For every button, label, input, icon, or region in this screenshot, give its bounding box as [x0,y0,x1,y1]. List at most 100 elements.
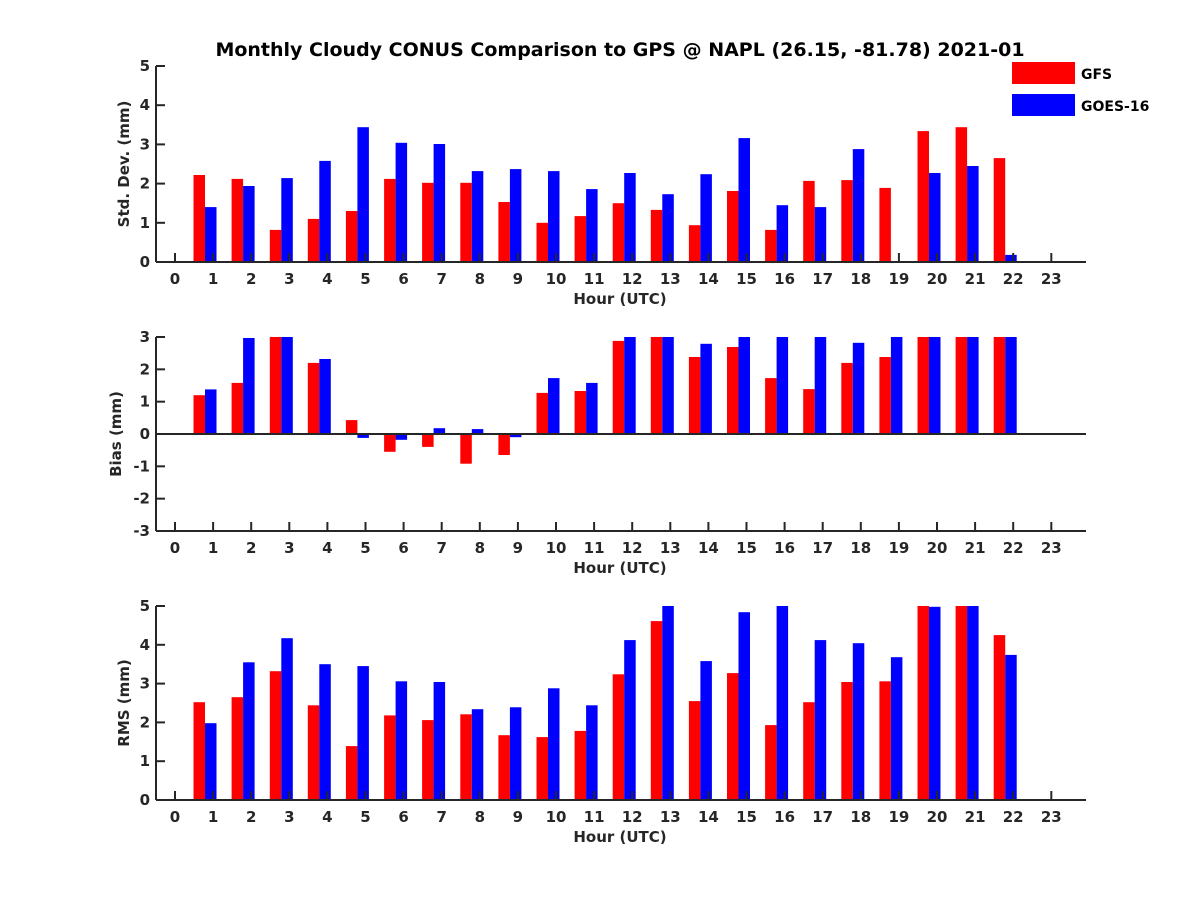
bar-gfs-hour-3 [269,229,282,262]
bar-goes16-hour-21 [967,337,979,434]
bar-gfs-hour-17 [803,702,815,800]
bar-gfs-hour-17 [803,389,815,434]
y-tick-label: 4 [140,636,150,654]
x-tick-label: 5 [360,808,370,826]
bar-gfs-hour-22 [993,337,1006,434]
x-tick-label: 20 [927,270,948,288]
x-tick-label: 15 [736,270,757,288]
x-tick-label: 1 [208,539,218,557]
x-tick-label: 15 [736,808,757,826]
legend-swatch-goes16 [1012,94,1075,116]
bar-gfs-hour-22 [993,158,1006,262]
bar-gfs-hour-5 [345,420,358,434]
bar-gfs-hour-20 [917,131,929,262]
x-tick-label: 8 [475,270,485,288]
bar-gfs-hour-20 [917,606,929,800]
x-tick-label: 8 [475,539,485,557]
x-tick-label: 8 [475,808,485,826]
bar-gfs-hour-4 [307,362,320,434]
bar-gfs-hour-19 [879,187,891,262]
bar-gfs-hour-10 [536,392,548,434]
x-tick-label: 16 [774,270,795,288]
bar-gfs-hour-13 [650,209,663,262]
y-tick-label: 3 [140,675,150,693]
bar-gfs-hour-16 [765,378,777,434]
bar-goes16-hour-13 [662,337,674,434]
bar-gfs-hour-21 [955,606,968,800]
bar-goes16-hour-2 [243,186,255,262]
y-axis-label: RMS (mm) [115,659,133,746]
bar-gfs-hour-16 [765,229,777,262]
bar-goes16-hour-21 [967,606,979,800]
bar-gfs-hour-17 [803,180,815,262]
y-tick-label: -2 [133,490,150,508]
x-tick-label: 4 [322,808,332,826]
bar-goes16-hour-5 [357,127,369,262]
x-tick-label: 11 [584,270,605,288]
x-tick-label: 19 [888,270,909,288]
x-tick-label: 3 [284,270,294,288]
bar-gfs-hour-2 [231,178,244,262]
x-tick-label: 10 [546,808,567,826]
bar-gfs-hour-21 [955,127,968,262]
bar-gfs-hour-7 [422,182,434,262]
bar-goes16-hour-16 [776,606,789,800]
bar-goes16-hour-17 [814,337,827,434]
bar-gfs-hour-21 [955,337,968,434]
bar-goes16-hour-10 [548,378,560,434]
bar-goes16-hour-13 [662,606,674,800]
bar-gfs-hour-15 [727,673,739,800]
x-tick-label: 14 [698,539,719,557]
x-tick-label: 18 [850,270,871,288]
x-tick-label: 22 [1003,270,1024,288]
bar-goes16-hour-12 [624,640,636,800]
x-tick-label: 23 [1041,808,1062,826]
bar-goes16-hour-20 [929,606,941,800]
bar-goes16-hour-11 [586,705,598,800]
bar-gfs-hour-5 [345,746,358,800]
bar-goes16-hour-13 [662,194,674,262]
bar-goes16-hour-11 [586,189,598,262]
bar-gfs-hour-7 [422,720,434,800]
legend-swatch-gfs [1012,62,1075,84]
bar-goes16-hour-18 [852,149,865,262]
legend-label-gfs: GFS [1081,67,1112,83]
bar-goes16-hour-1 [205,723,217,800]
x-tick-label: 11 [584,808,605,826]
bar-goes16-hour-10 [548,171,560,262]
bar-gfs-hour-22 [993,635,1006,800]
x-tick-label: 9 [513,270,523,288]
bar-goes16-hour-22 [1005,654,1017,800]
bar-goes16-hour-19 [890,337,903,434]
bar-goes16-hour-22 [1005,254,1017,262]
y-tick-label: 4 [140,96,150,114]
bar-goes16-hour-7 [433,428,446,434]
bar-gfs-hour-4 [307,218,320,262]
x-tick-label: 19 [888,808,909,826]
bar-goes16-hour-15 [738,337,750,434]
y-tick-label: 2 [140,360,150,378]
bar-gfs-hour-15 [727,191,739,262]
x-tick-label: 21 [965,808,986,826]
bar-goes16-hour-1 [205,389,217,434]
x-tick-label: 3 [284,808,294,826]
bar-gfs-hour-3 [269,671,282,800]
bar-goes16-hour-1 [205,207,217,262]
y-tick-label: 5 [140,597,150,615]
bar-goes16-hour-3 [281,337,293,434]
x-tick-label: 19 [888,539,909,557]
bar-goes16-hour-9 [509,707,522,800]
x-tick-label: 5 [360,270,370,288]
bar-goes16-hour-6 [395,434,408,440]
bar-gfs-hour-6 [384,715,396,800]
bar-goes16-hour-8 [471,429,484,434]
bar-goes16-hour-16 [776,205,789,262]
bar-goes16-hour-10 [548,688,560,800]
bar-goes16-hour-21 [967,166,979,262]
bar-goes16-hour-16 [776,337,789,434]
bar-goes16-hour-8 [471,171,484,262]
x-tick-label: 12 [622,270,643,288]
y-tick-label: 2 [140,175,150,193]
bar-goes16-hour-2 [243,662,255,800]
